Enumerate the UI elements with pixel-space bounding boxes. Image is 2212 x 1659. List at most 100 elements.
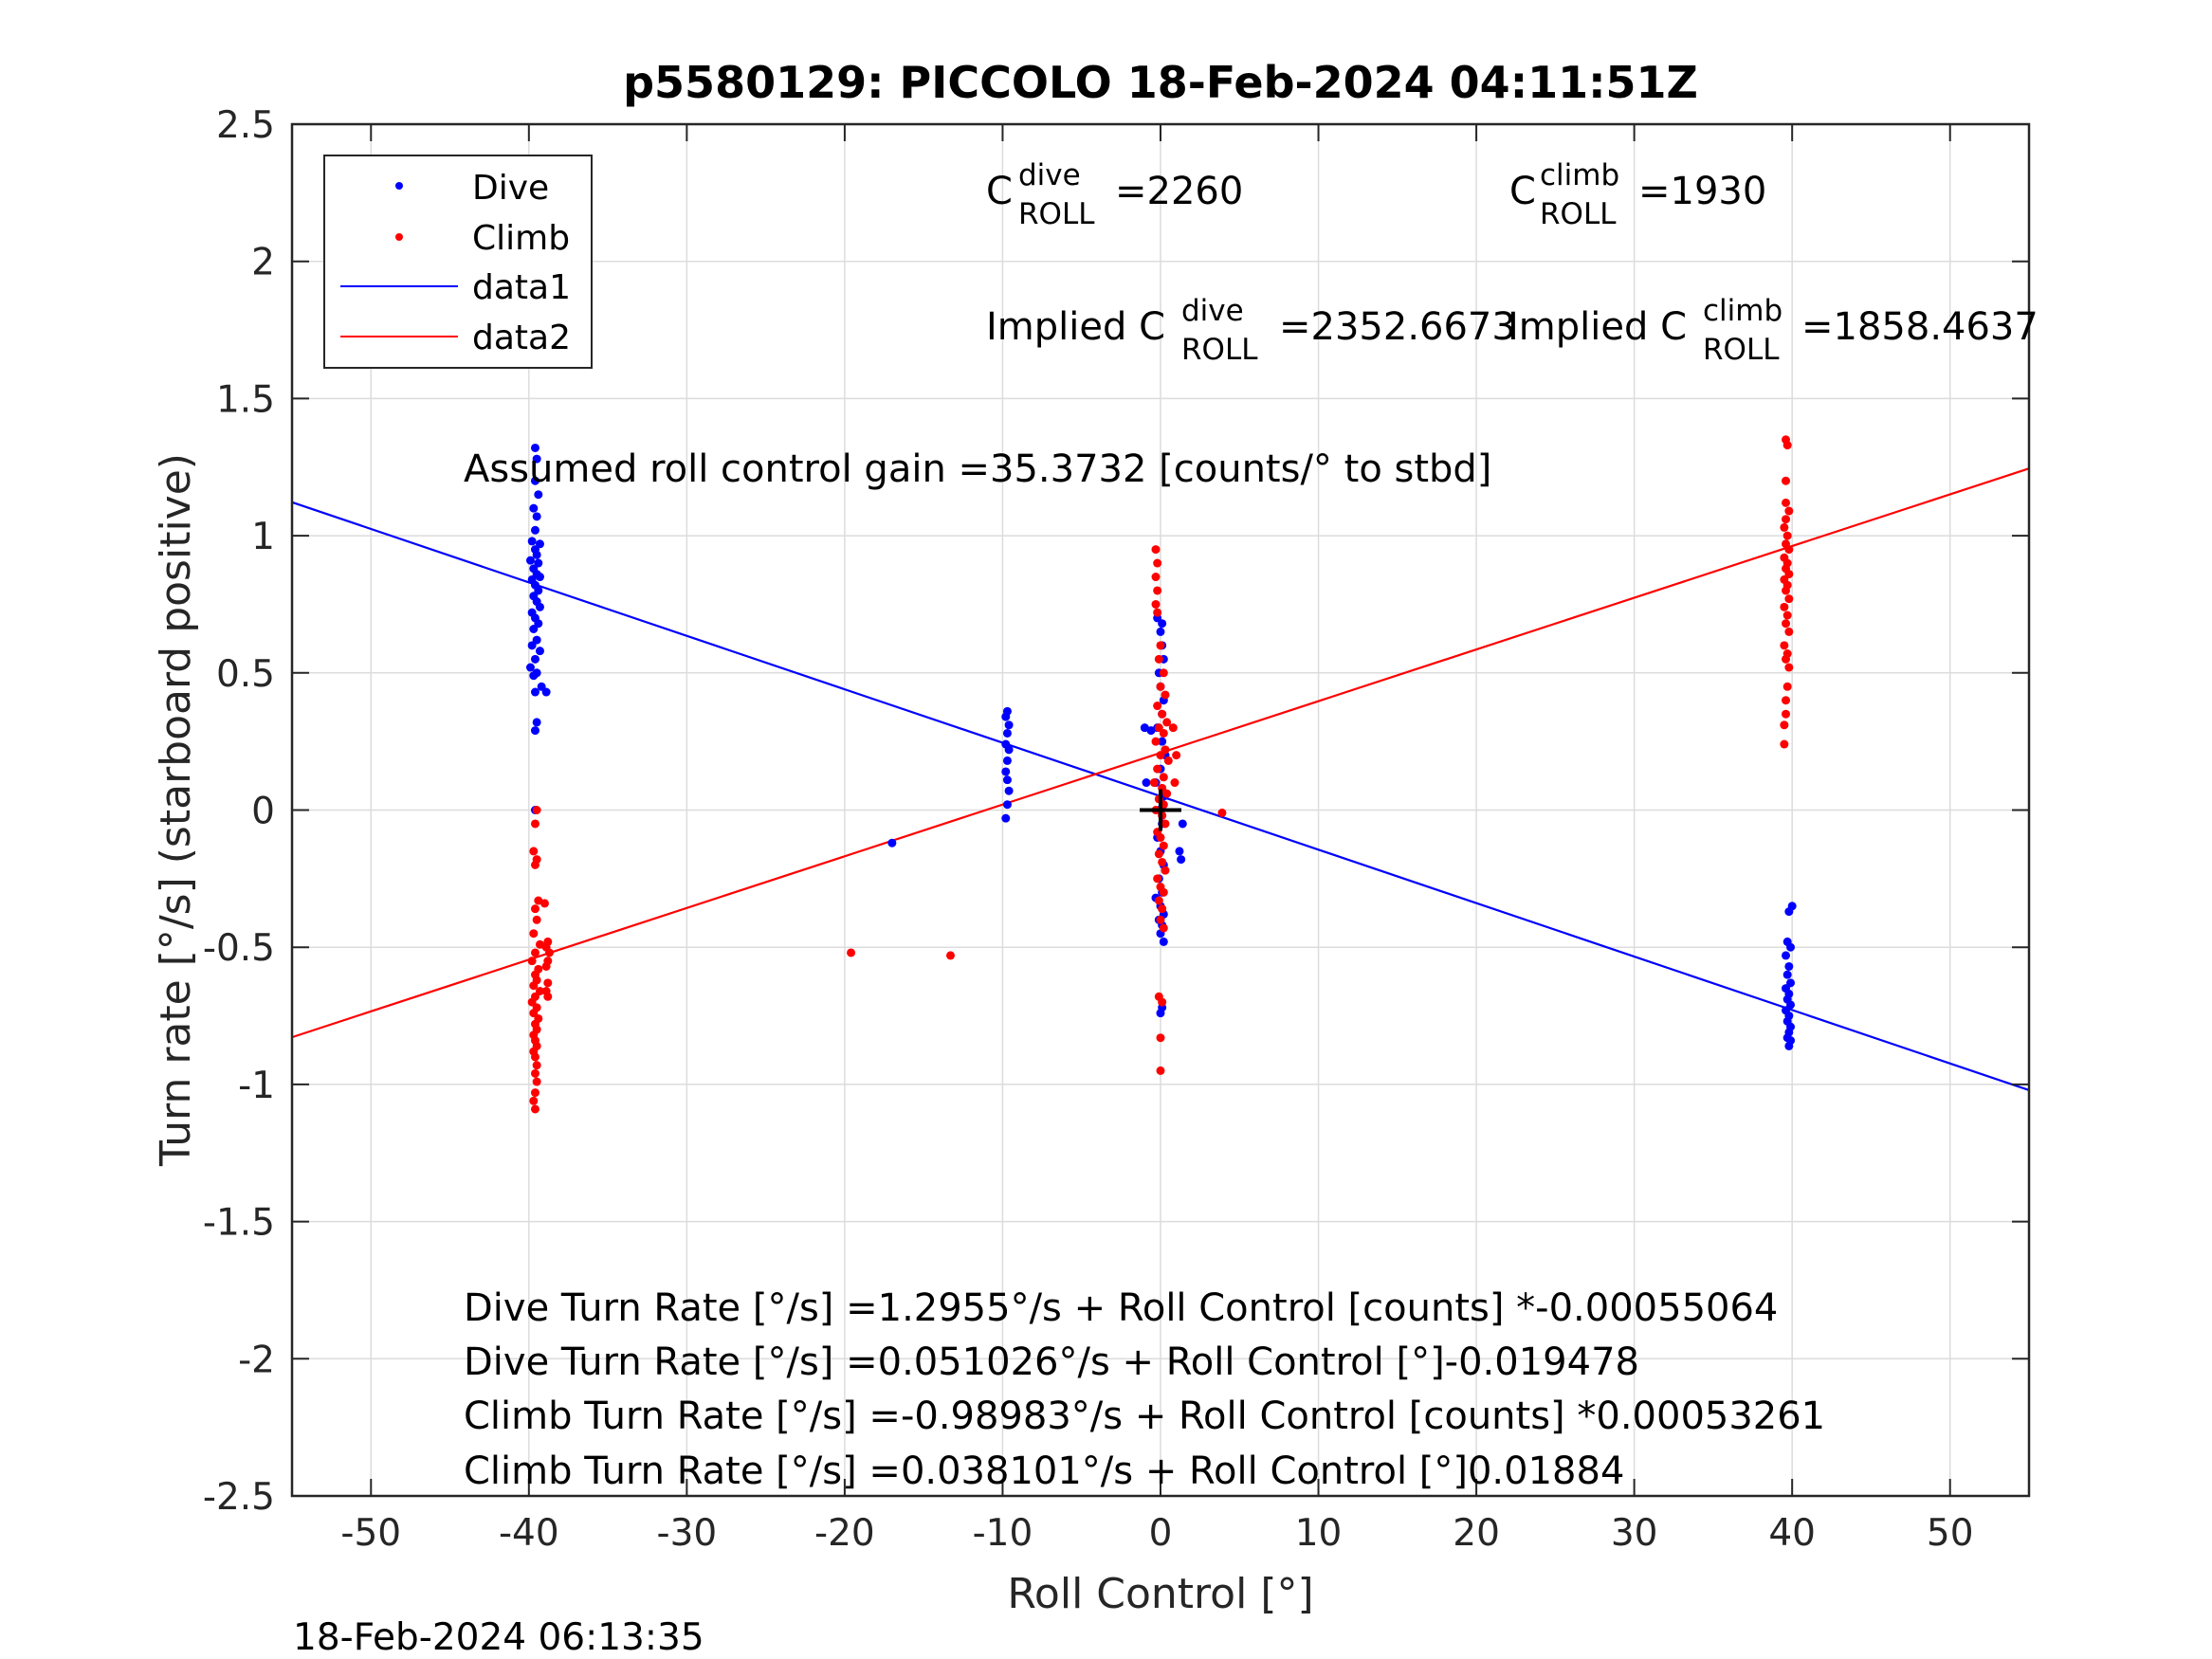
data-point-climb	[1149, 778, 1159, 788]
data-point-dive	[1158, 737, 1167, 746]
data-point-climb	[1153, 586, 1162, 595]
y-tick-labels: 2.5 2 1.5 1 0.5 0 -0.5 -1 -1.5 -2 -2.5	[203, 104, 275, 1519]
data-point-climb	[1782, 654, 1791, 664]
data-point-climb	[1154, 896, 1163, 905]
data-point-climb	[1780, 739, 1789, 749]
y-tick-label: -2	[238, 1339, 275, 1381]
data-point-climb	[1156, 682, 1165, 691]
data-point-climb	[530, 1104, 539, 1114]
c-climb-subscript: ROLL	[1540, 197, 1617, 231]
data-point-climb	[1782, 709, 1791, 719]
data-point-climb	[1162, 789, 1172, 798]
data-point-dive	[1158, 619, 1167, 629]
data-point-climb	[1784, 545, 1794, 555]
axis-ticks	[292, 123, 2029, 1497]
data-point-climb	[1156, 1066, 1165, 1075]
data-point-dive	[887, 838, 897, 848]
data-point-climb	[1159, 887, 1168, 897]
x-tick-label: -10	[973, 1512, 1033, 1555]
data-point-climb	[1153, 874, 1162, 884]
data-point-climb	[530, 948, 539, 957]
data-point-climb	[543, 992, 553, 1001]
data-point-climb	[1172, 751, 1181, 760]
data-point-dive	[1002, 728, 1012, 738]
data-point-climb	[1158, 997, 1167, 1007]
data-point-dive	[541, 687, 551, 697]
data-point-dive	[530, 443, 539, 452]
data-point-dive	[1001, 712, 1011, 721]
data-point-climb	[1159, 773, 1168, 782]
data-point-climb	[532, 1061, 541, 1070]
implied-dive-superscript: dive	[1181, 294, 1244, 328]
data-point-climb	[1782, 611, 1792, 620]
data-point-dive	[1177, 855, 1186, 865]
data-point-climb	[1159, 728, 1168, 738]
implied-climb-subscript: ROLL	[1703, 333, 1780, 367]
data-point-climb	[1154, 654, 1163, 664]
data-point-dive	[525, 663, 535, 672]
data-point-climb	[1156, 915, 1165, 924]
implied-dive-value: =2352.6673	[1279, 305, 1516, 349]
data-point-climb	[1156, 832, 1165, 842]
data-point-dive	[532, 718, 541, 727]
data-point-dive	[529, 503, 539, 513]
origin-marker	[1140, 789, 1181, 831]
data-point-climb	[1784, 627, 1794, 636]
implied-climb-prefix: Implied C	[1508, 305, 1687, 349]
annotation-implied-climb: Implied C climb ROLL =1858.4637	[1508, 294, 2038, 367]
data-point-climb	[847, 948, 856, 957]
data-point-climb	[539, 899, 549, 908]
y-tick-label: -1.5	[203, 1202, 275, 1245]
data-point-dive	[535, 602, 544, 611]
data-point-climb	[1780, 641, 1789, 650]
x-axis-label: Roll Control [°]	[1007, 1570, 1313, 1618]
data-point-climb	[529, 1096, 539, 1105]
data-point-dive	[1156, 627, 1165, 636]
annotation-climb-equation-degrees: Climb Turn Rate [°/s] =0.038101°/s + Rol…	[464, 1449, 1624, 1493]
data-point-dive	[1784, 1041, 1794, 1050]
data-point-climb	[530, 1068, 539, 1078]
data-point-dive	[1001, 813, 1011, 823]
data-point-dive	[1001, 767, 1011, 776]
data-point-dive	[530, 476, 539, 485]
data-point-climb	[1161, 690, 1170, 700]
data-point-dive	[534, 490, 543, 500]
data-point-climb	[945, 951, 955, 960]
annotation-dive-equation-counts: Dive Turn Rate [°/s] =1.2955°/s + Roll C…	[464, 1286, 1778, 1330]
chart-title: p5580129: PICCOLO 18-Feb-2024 04:11:51Z	[623, 57, 1698, 108]
c-dive-letter: C	[986, 170, 1013, 213]
c-dive-value: =2260	[1115, 170, 1243, 213]
legend-label-climb: Climb	[472, 219, 570, 258]
data-point-climb	[1784, 594, 1794, 604]
data-point-climb	[1153, 558, 1162, 568]
data-point-climb	[1784, 506, 1794, 516]
data-point-dive	[1004, 786, 1014, 795]
y-tick-label: -0.5	[203, 927, 275, 970]
data-point-climb	[1159, 923, 1168, 933]
data-point-climb	[1784, 663, 1794, 672]
data-point-climb	[1161, 866, 1170, 875]
data-point-climb	[1156, 1033, 1165, 1043]
data-point-climb	[1161, 819, 1170, 829]
legend-label-dive: Dive	[472, 169, 549, 208]
data-point-dive	[530, 687, 539, 697]
data-point-climb	[1156, 751, 1165, 760]
data-point-climb	[1782, 696, 1791, 705]
c-climb-letter: C	[1509, 170, 1536, 213]
data-point-dive	[530, 726, 539, 736]
data-point-climb	[1151, 573, 1161, 582]
data-point-climb	[1168, 723, 1178, 733]
annotation-implied-dive: Implied C dive ROLL =2352.6673	[986, 294, 1516, 367]
data-point-climb	[1158, 709, 1167, 719]
y-tick-label: 0.5	[216, 653, 275, 696]
data-point-climb	[1782, 619, 1791, 629]
data-point-dive	[532, 512, 541, 521]
data-point-climb	[1782, 682, 1792, 691]
data-point-climb	[543, 978, 553, 988]
x-tick-label: 50	[1927, 1512, 1974, 1555]
data-point-climb	[1782, 515, 1791, 524]
x-tick-label: -20	[814, 1512, 875, 1555]
y-tick-label: 0	[251, 791, 275, 833]
data-point-dive	[529, 624, 539, 633]
